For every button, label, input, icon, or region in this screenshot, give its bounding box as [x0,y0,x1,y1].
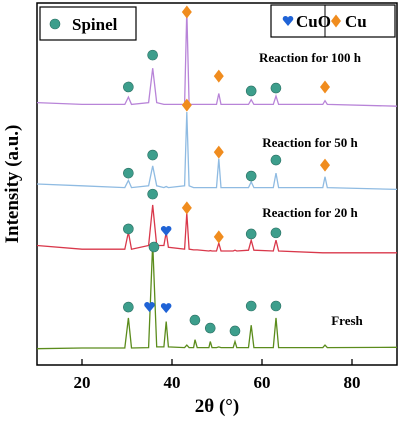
marker [213,69,224,83]
y-axis-title: Intensity (a.u.) [2,125,23,244]
marker [320,80,330,94]
series-label: Reaction for 50 h [262,135,358,150]
marker [270,82,282,94]
marker [148,241,160,253]
marker [160,303,172,314]
marker [213,230,224,244]
marker [181,201,192,215]
legend-marker [331,14,341,28]
series-line [36,10,398,107]
legend-label: CuO [296,12,331,31]
marker [270,154,282,166]
marker [144,302,155,313]
marker [181,5,192,19]
x-tick-label: 80 [344,373,361,392]
series-line [36,242,398,350]
marker [213,145,224,159]
marker [147,188,158,200]
x-tick-label: 20 [74,373,91,392]
series-line [36,204,397,254]
marker [245,300,257,312]
legend-marker [49,18,61,30]
series-label: Reaction for 20 h [262,205,358,220]
series-label: Reaction for 100 h [259,50,362,65]
marker [245,228,257,240]
marker [123,167,134,179]
marker [123,223,134,235]
x-tick-label: 40 [164,373,181,392]
marker [123,301,134,313]
marker [160,226,172,237]
marker [229,325,241,337]
legend-label: Cu [345,12,367,31]
legend-marker [282,15,294,26]
series-label: Fresh [331,313,363,328]
x-tick-label: 60 [254,373,271,392]
marker [123,81,134,93]
marker [189,314,201,326]
marker [245,170,257,182]
marker [147,149,158,161]
x-axis-title: 2θ (°) [195,396,239,417]
marker [270,300,282,312]
marker [181,98,192,112]
series-line [36,111,398,191]
marker [147,49,158,61]
marker [320,158,330,172]
marker [204,322,216,334]
marker [245,85,257,97]
legend-label: Spinel [72,15,118,34]
marker [270,227,282,239]
